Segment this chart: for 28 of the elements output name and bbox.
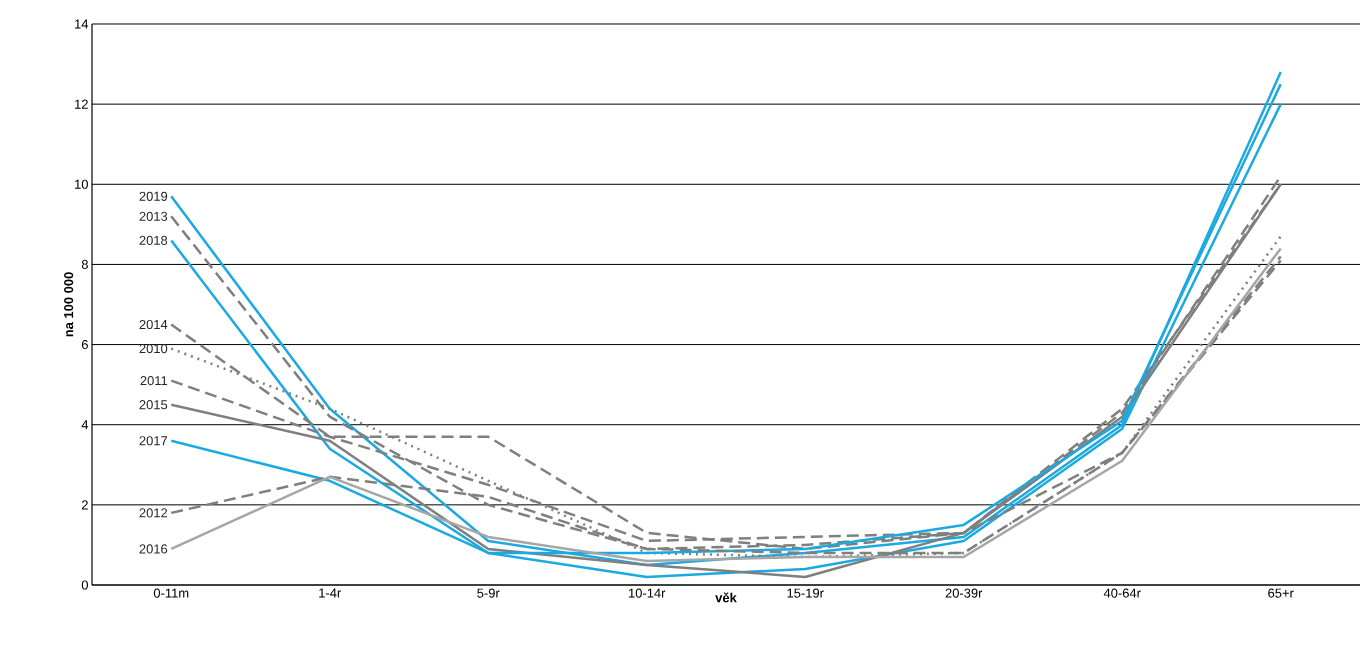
y-tick-label: 8 xyxy=(81,259,88,270)
y-tick-label: 2 xyxy=(81,500,88,510)
x-tick-label: 0-11m xyxy=(153,588,189,598)
x-tick-label: 5-9r xyxy=(477,588,500,598)
series-label: 2014 xyxy=(139,319,168,330)
y-tick-label: 10 xyxy=(75,179,88,189)
series-label: 2015 xyxy=(139,400,168,410)
series-label: 2019 xyxy=(139,191,168,201)
y-tick-label: 0 xyxy=(81,580,88,590)
series-label: 2013 xyxy=(139,211,168,221)
x-tick-label: 20-39r xyxy=(945,588,983,598)
x-tick-label: 40-64r xyxy=(1103,588,1141,598)
y-tick-label: 4 xyxy=(81,420,89,430)
x-tick-label: 15-19r xyxy=(787,588,824,598)
series-label: 2016 xyxy=(139,544,168,554)
series-label: 2017 xyxy=(139,436,168,446)
y-tick-label: 14 xyxy=(75,19,89,29)
x-tick-label: 1-4r xyxy=(319,588,342,598)
y-tick-label: 12 xyxy=(75,99,88,109)
series-label: 2011 xyxy=(140,376,168,386)
y-tick-label: 6 xyxy=(81,339,88,350)
x-tick-label: 65+r xyxy=(1268,588,1294,598)
y-axis-title: na 100 000 xyxy=(64,272,74,337)
series-label: 2018 xyxy=(139,235,168,245)
x-axis-title: věk xyxy=(715,592,737,603)
series-label: 2010 xyxy=(139,343,168,354)
x-tick-label: 10-14r xyxy=(629,588,666,598)
series-label: 2012 xyxy=(139,508,168,518)
